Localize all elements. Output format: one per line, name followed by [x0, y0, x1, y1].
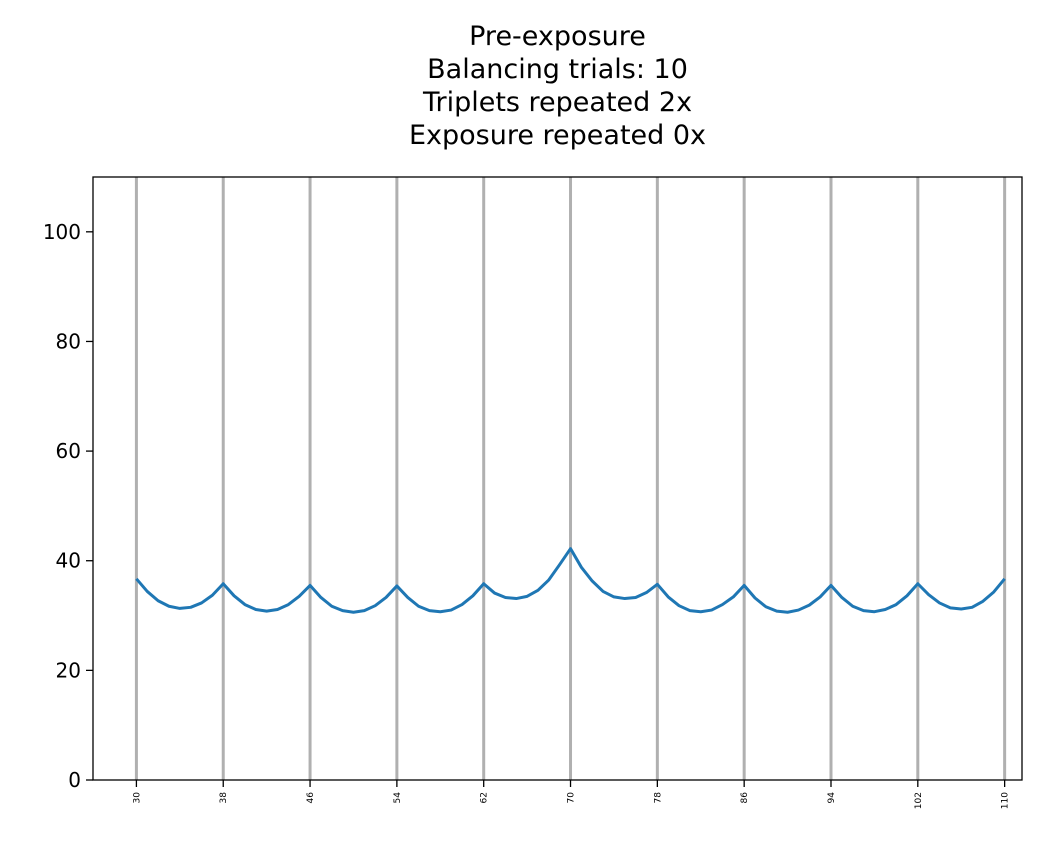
title-line-2: Balancing trials: 10	[427, 54, 688, 85]
x-tick-label-102: 102	[914, 792, 924, 809]
y-tick-label-40: 40	[56, 549, 81, 573]
plot-frame	[92, 176, 1023, 781]
x-tick-label-46: 46	[306, 792, 316, 804]
y-tick-label-20: 20	[56, 658, 81, 682]
y-tick-label-80: 80	[56, 329, 81, 353]
x-tick-label-38: 38	[219, 792, 229, 804]
x-tick-label-30: 30	[132, 792, 142, 804]
x-tick-label-94: 94	[827, 792, 837, 804]
y-axis: 0 20 40 60 80 100	[43, 220, 93, 792]
series-line-1	[135, 547, 1006, 614]
x-axis: 30 38 46 54 62 70 78 86 94 102 110	[132, 780, 1011, 809]
title-line-4: Exposure repeated 0x	[409, 120, 706, 151]
x-tick-label-78: 78	[653, 792, 663, 804]
x-tick-label-110: 110	[1001, 792, 1011, 809]
series	[135, 547, 1006, 614]
x-tick-label-70: 70	[567, 792, 577, 804]
y-tick-label-0: 0	[68, 768, 81, 792]
y-tick-label-100: 100	[43, 220, 81, 244]
title-line-1: Pre-exposure	[469, 21, 646, 52]
title-line-3: Triplets repeated 2x	[422, 87, 692, 118]
grid-lines	[134, 177, 1007, 780]
y-tick-label-60: 60	[56, 439, 81, 463]
x-tick-label-54: 54	[393, 792, 403, 804]
x-tick-label-62: 62	[480, 792, 490, 803]
x-tick-label-86: 86	[740, 792, 750, 804]
